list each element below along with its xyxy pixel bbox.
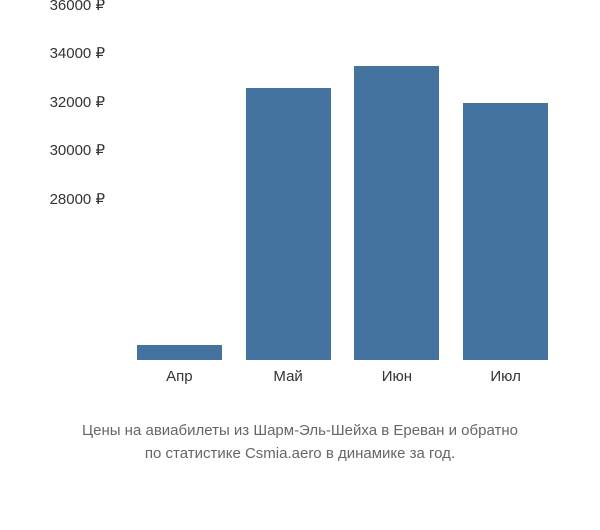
chart-caption: Цены на авиабилеты из Шарм-Эль-Шейха в Е… [0,420,600,465]
plot-area [115,20,570,360]
x-tick-label: Июн [354,368,439,385]
caption-line-1: Цены на авиабилеты из Шарм-Эль-Шейха в Е… [82,422,518,439]
y-axis: 28000 ₽30000 ₽32000 ₽34000 ₽36000 ₽38000… [30,20,105,360]
x-tick-label: Май [246,368,331,385]
bar [354,66,439,360]
x-axis-labels: Апр Май Июн Июл [115,368,570,385]
x-tick-label: Июл [463,368,548,385]
bar [463,103,548,360]
bars-group [115,20,570,360]
caption-line-2: по статистике Csmia.aero в динамике за г… [145,445,455,462]
bar [246,88,331,360]
y-tick-label: 42000 ₽ [30,0,105,190]
x-tick-label: Апр [137,368,222,385]
bar [137,345,222,360]
price-chart: 28000 ₽30000 ₽32000 ₽34000 ₽36000 ₽38000… [30,20,570,400]
